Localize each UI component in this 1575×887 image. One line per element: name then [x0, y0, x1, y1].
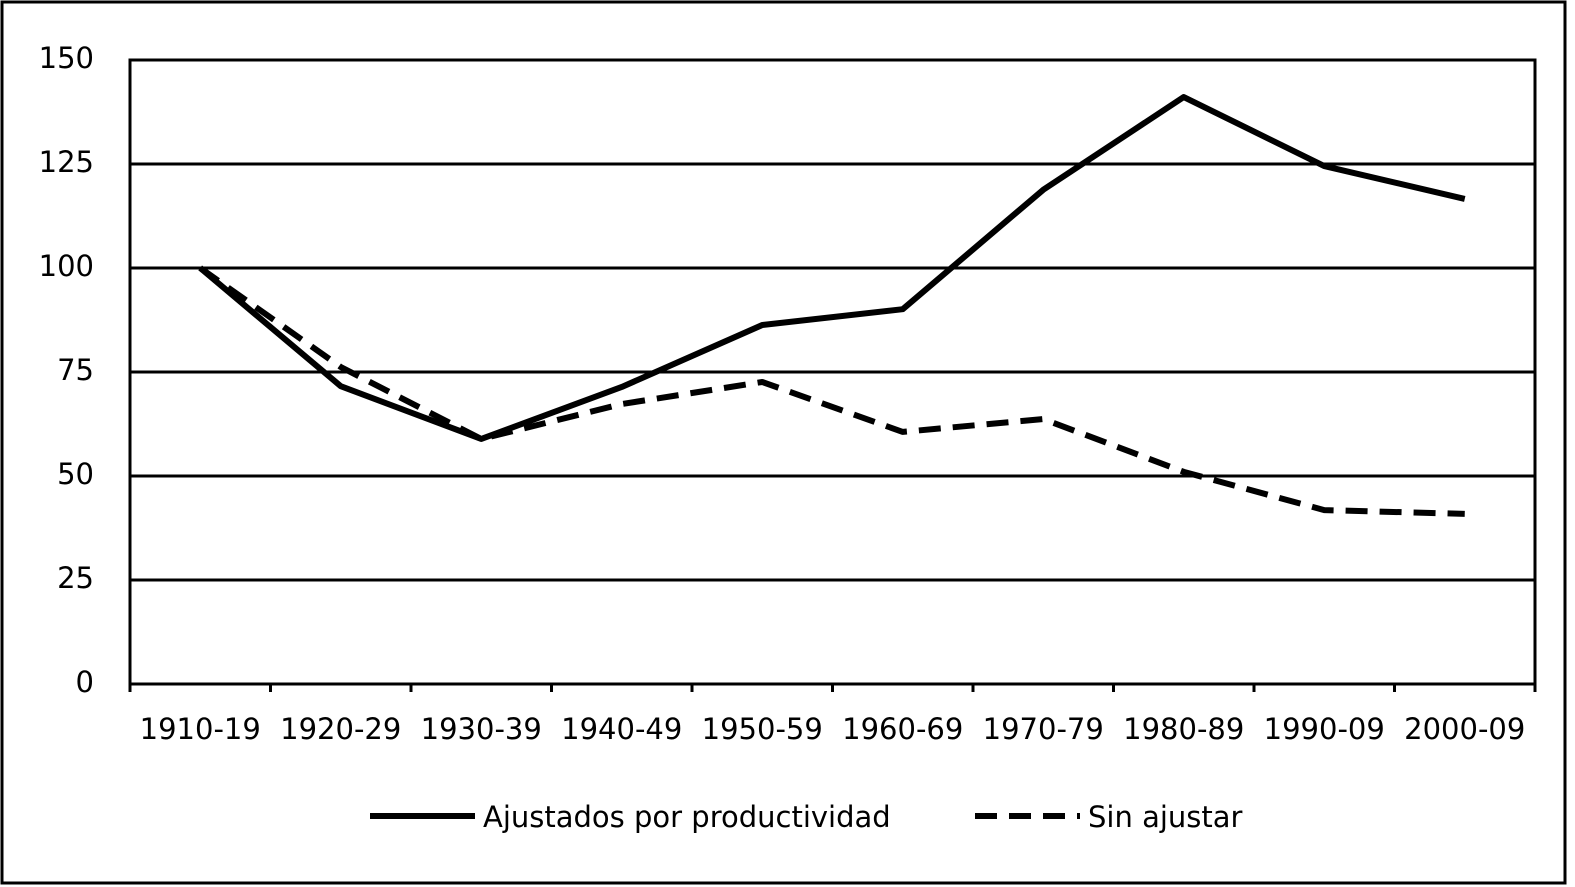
series-line — [198, 94, 1466, 442]
x-tick-label: 1990-09 — [1264, 712, 1385, 746]
x-tick-label: 1940-49 — [561, 712, 682, 746]
y-tick-label: 150 — [39, 41, 94, 75]
x-tick-label: 1960-69 — [842, 712, 963, 746]
x-tick-label: 1970-79 — [983, 712, 1104, 746]
series-line — [198, 265, 1465, 517]
y-tick-label: 25 — [57, 561, 94, 595]
x-tick-label: 1980-89 — [1123, 712, 1244, 746]
x-tick-label: 1950-59 — [702, 712, 823, 746]
legend-label: Ajustados por productividad — [483, 800, 891, 834]
x-tick-label: 1930-39 — [421, 712, 542, 746]
x-tick-label: 1910-19 — [140, 712, 261, 746]
x-tick-label: 1920-29 — [280, 712, 401, 746]
y-tick-label: 0 — [76, 665, 94, 699]
y-tick-label: 50 — [57, 457, 94, 491]
y-tick-label: 75 — [57, 353, 94, 387]
y-tick-label: 100 — [39, 249, 94, 283]
legend-label: Sin ajustar — [1088, 800, 1243, 834]
y-tick-label: 125 — [39, 145, 94, 179]
x-tick-label: 2000-09 — [1404, 712, 1525, 746]
